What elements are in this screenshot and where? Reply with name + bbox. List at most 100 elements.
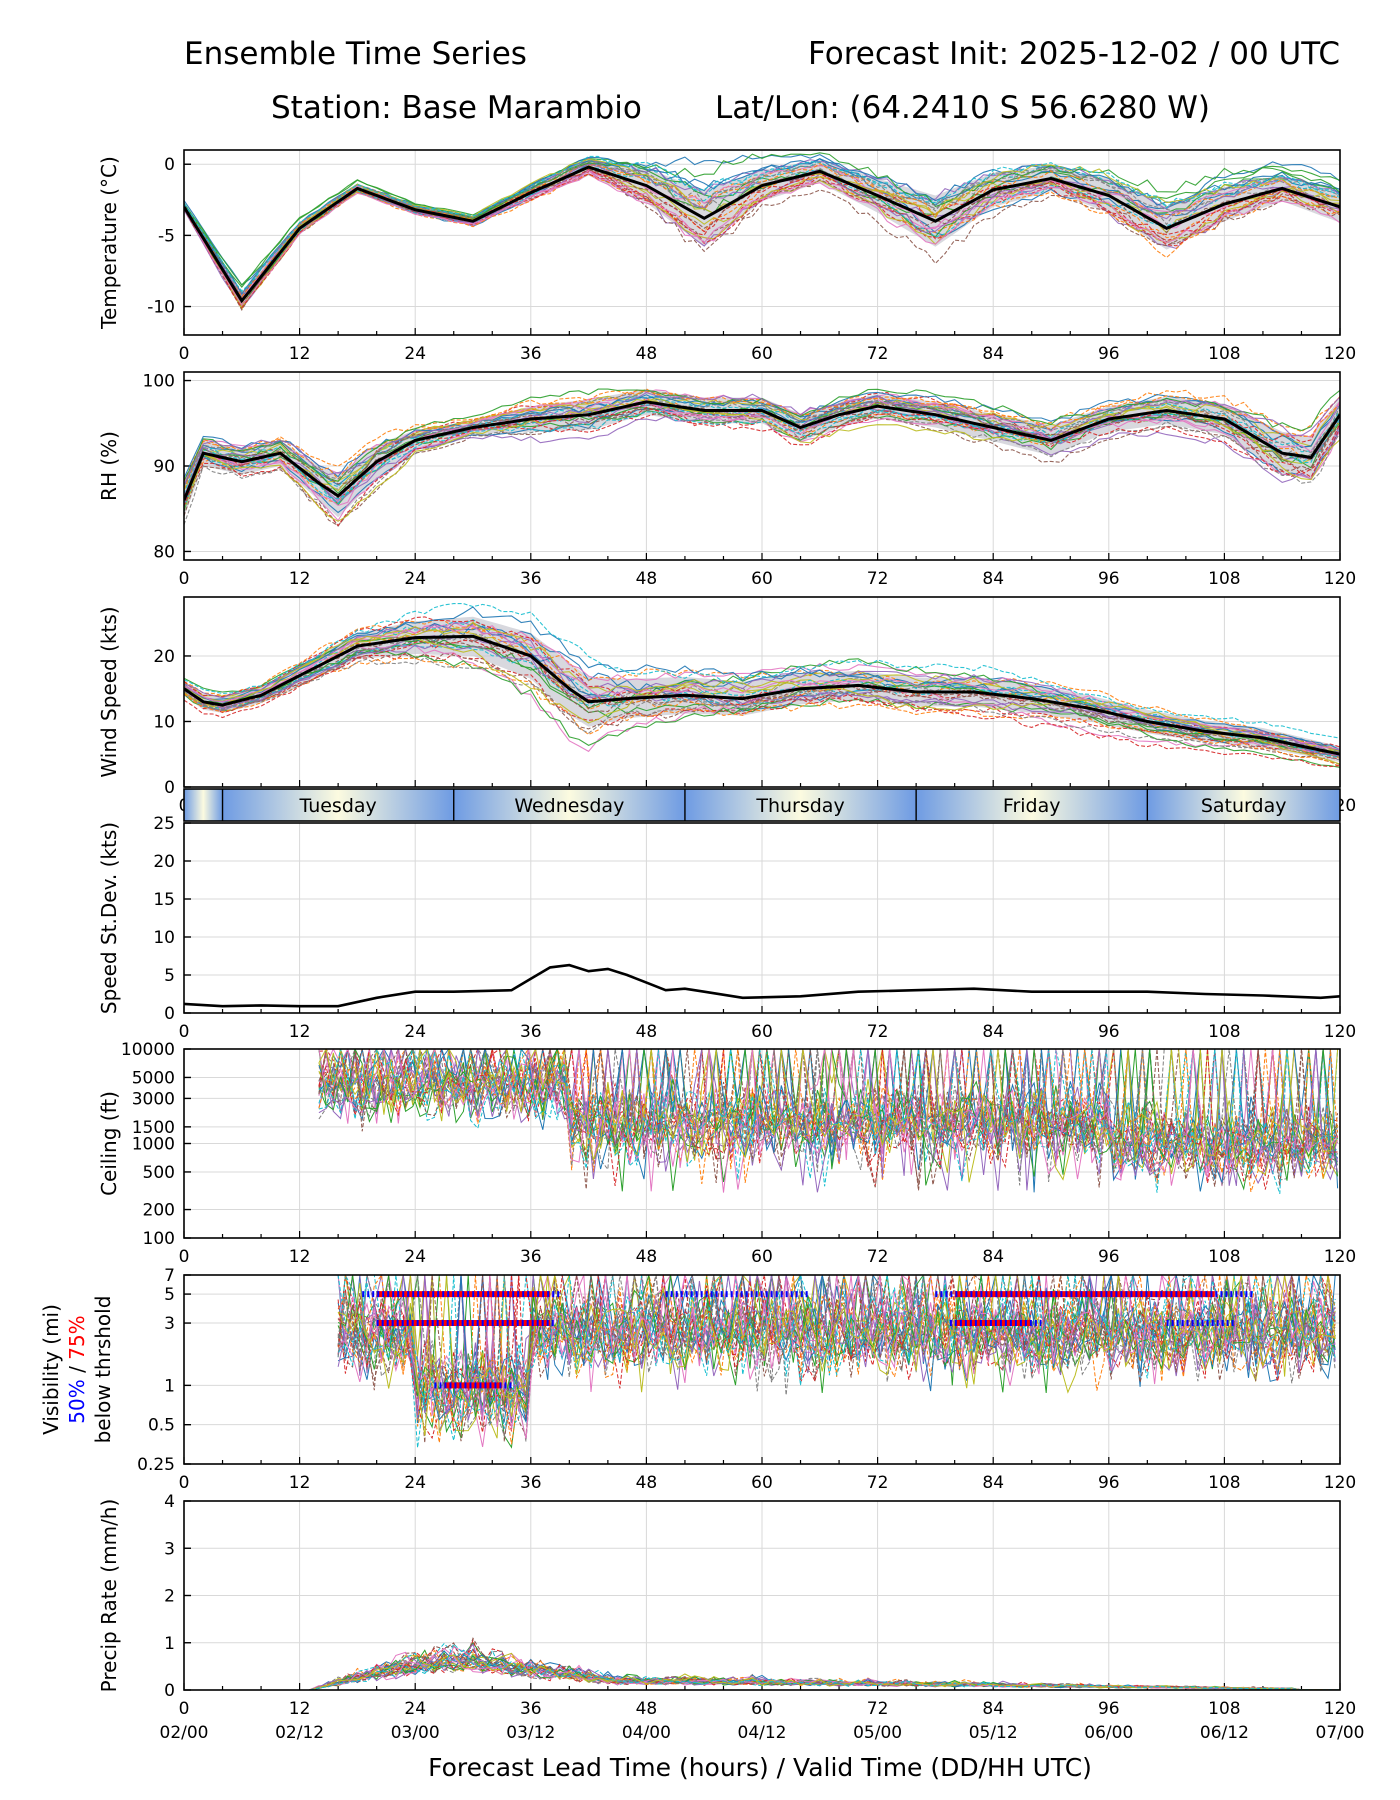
wind-member-line xyxy=(184,650,1340,769)
y-tick-label: 20 xyxy=(153,647,175,667)
valid-time-label: 06/12 xyxy=(1200,1723,1249,1743)
precip-member-line xyxy=(184,1654,1340,1690)
x-tick-label: 24 xyxy=(404,1699,426,1719)
x-tick-label: 48 xyxy=(636,1473,658,1493)
wind-member-line xyxy=(184,616,1340,748)
y-tick-label: 7 xyxy=(164,1266,175,1286)
x-tick-label: 72 xyxy=(867,1247,889,1267)
x-tick-label: 120 xyxy=(1324,569,1356,589)
precip-member-line xyxy=(184,1652,1340,1690)
station-name: Station: Base Marambio xyxy=(271,90,642,126)
y-tick-label: 1000 xyxy=(132,1135,175,1155)
x-tick-label: 108 xyxy=(1208,1022,1240,1042)
x-tick-label: 84 xyxy=(982,1022,1004,1042)
x-tick-label: 0 xyxy=(179,1473,190,1493)
panel-frame xyxy=(183,1500,1341,1691)
x-tick-label: 36 xyxy=(520,1473,542,1493)
y-tick-label: 5000 xyxy=(132,1068,175,1088)
x-tick-label: 60 xyxy=(751,1022,773,1042)
valid-time-label: 06/00 xyxy=(1084,1723,1133,1743)
station-latlon: Lat/Lon: (64.2410 S 56.6280 W) xyxy=(715,90,1210,126)
visibility-member-line xyxy=(337,1275,1336,1448)
y-tick-label: 3000 xyxy=(132,1089,175,1109)
visibility-member-line xyxy=(337,1275,1336,1445)
ceiling-member-line xyxy=(318,1049,1339,1180)
visibility-member-line xyxy=(338,1275,1336,1439)
visibility-member-line xyxy=(337,1275,1336,1414)
rh-member-line xyxy=(184,406,1340,527)
x-tick-label: 12 xyxy=(289,1247,311,1267)
x-tick-label: 12 xyxy=(289,1699,311,1719)
day-band-segment xyxy=(684,789,917,821)
rh-member-line xyxy=(184,409,1340,528)
y-tick-label: 4 xyxy=(164,1492,175,1512)
y-axis-label: Wind Speed (kts) xyxy=(97,606,121,777)
day-band-segment xyxy=(222,789,454,821)
x-tick-label: 36 xyxy=(520,1699,542,1719)
x-tick-label: 72 xyxy=(867,1699,889,1719)
temperature-panel: 0 -5 -10 0 12 24 36 48 60 72 84 96 108 120 Temperature… xyxy=(97,149,1356,364)
rh-member-line xyxy=(184,388,1340,483)
y-axis-label: Speed St.Dev. (kts) xyxy=(97,822,121,1014)
day-band: Tuesday Wednesday Thursday Friday Saturday xyxy=(183,788,1341,822)
y-tick-label: 20 xyxy=(153,852,175,872)
x-tick-label: 0 xyxy=(179,1022,190,1042)
visibility-label: Visibility (mi) xyxy=(39,1304,63,1435)
x-tick-label: 48 xyxy=(636,1699,658,1719)
x-tick-label: 120 xyxy=(1324,1699,1356,1719)
y-tick-label: 0 xyxy=(164,778,175,798)
x-tick-label: 60 xyxy=(751,1247,773,1267)
rh-member-line xyxy=(184,389,1340,487)
x-axis: Forecast Lead Time (hours) / Valid Time … xyxy=(428,1753,1092,1782)
valid-time-label: 04/00 xyxy=(622,1723,671,1743)
valid-time-label: 03/12 xyxy=(506,1723,555,1743)
y-axis-label: Precip Rate (mm/h) xyxy=(97,1499,121,1693)
threshold-desc-label: below thrshold xyxy=(91,1296,115,1444)
precip-member-line xyxy=(184,1647,1340,1690)
day-label: Wednesday xyxy=(514,795,624,817)
panel-frame xyxy=(183,596,1341,788)
day-label: Saturday xyxy=(1201,795,1287,817)
temperature-member-line xyxy=(184,169,1340,302)
y-tick-label: 15 xyxy=(153,890,175,910)
x-tick-label: 84 xyxy=(982,344,1004,364)
wind-member-line xyxy=(184,634,1340,765)
x-tick-label: 120 xyxy=(1324,1247,1356,1267)
x-tick-label: 24 xyxy=(404,1022,426,1042)
x-tick-label: 36 xyxy=(520,569,542,589)
x-tick-label: 12 xyxy=(289,1473,311,1493)
x-tick-label: 108 xyxy=(1208,344,1240,364)
x-tick-label: 36 xyxy=(520,344,542,364)
x-tick-label: 12 xyxy=(289,569,311,589)
ceiling-member-line xyxy=(318,1049,1338,1194)
precip-member-line xyxy=(184,1654,1340,1690)
wind-member-line xyxy=(184,657,1340,761)
rh-member-line xyxy=(184,396,1340,490)
valid-time-label: 04/12 xyxy=(738,1723,787,1743)
speed_stdev-plot-area xyxy=(184,963,1340,1008)
x-axis-label: Forecast Lead Time (hours) / Valid Time … xyxy=(428,1753,1092,1782)
wind-member-line xyxy=(184,652,1340,766)
y-tick-label: 200 xyxy=(143,1201,175,1221)
y-tick-label: 90 xyxy=(153,457,175,477)
ceiling-member-line xyxy=(318,1049,1339,1190)
x-tick-label: 96 xyxy=(1098,1022,1120,1042)
ceiling-plot-area xyxy=(318,1049,1339,1194)
y-tick-label: 0.5 xyxy=(148,1416,175,1436)
x-tick-label: 72 xyxy=(867,1022,889,1042)
x-tick-label: 108 xyxy=(1208,569,1240,589)
x-tick-label: 120 xyxy=(1324,1022,1356,1042)
visibility-plot-area xyxy=(337,1275,1336,1449)
x-tick-label: 60 xyxy=(751,1699,773,1719)
y-tick-label: 0 xyxy=(164,1004,175,1024)
ceiling-member-line xyxy=(318,1049,1339,1191)
wind-member-line xyxy=(184,603,1340,739)
temperature-member-line xyxy=(184,155,1340,292)
y-axis-label: Temperature (°C) xyxy=(97,156,121,330)
rh-mean-line xyxy=(184,400,1340,501)
y-tick-label: 100 xyxy=(143,1229,175,1249)
day-band-segment xyxy=(916,789,1148,821)
visibility-member-line xyxy=(337,1275,1336,1434)
panel-frame xyxy=(183,1274,1341,1465)
y-tick-label: -10 xyxy=(147,298,175,318)
